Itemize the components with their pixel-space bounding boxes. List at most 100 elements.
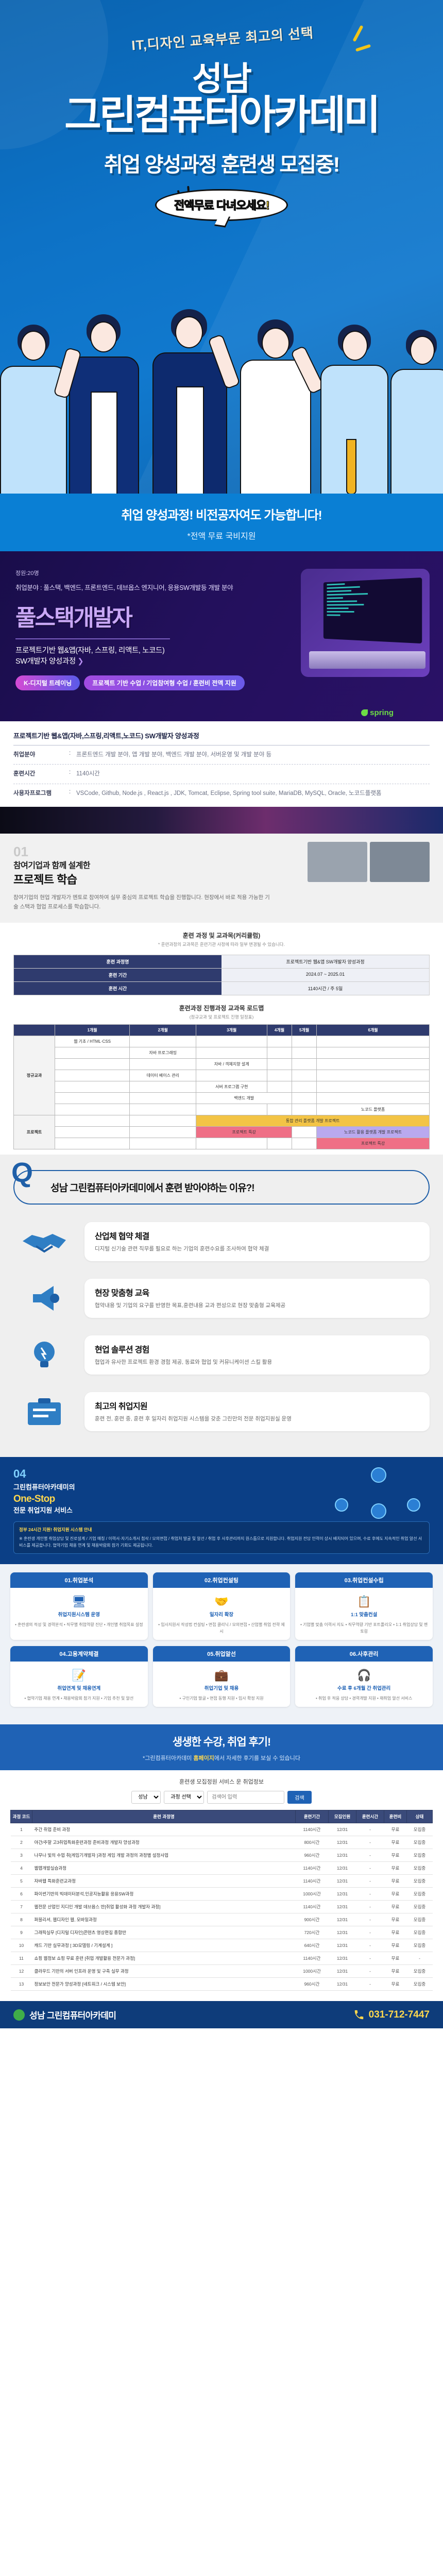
empty-cell: [266, 1058, 293, 1071]
empty-cell: [54, 1058, 130, 1071]
footer-phone[interactable]: 031-712-7447: [353, 2009, 430, 2021]
title-line-2: 그린컴퓨터아카데미: [64, 92, 381, 138]
step-card[interactable]: 03.취업컨설수립 📋 1:1 맞춤컨설 • 기업별 맞춤 이력서 지도 • 직…: [295, 1572, 433, 1640]
support-icon: 🎧: [356, 1669, 371, 1682]
cell-quota: 12/31: [328, 1823, 356, 1837]
cell-hours: -: [356, 1823, 384, 1837]
page-title: 성남 그린컴퓨터아카데미: [0, 62, 443, 138]
cell-code: 13: [10, 1977, 32, 1991]
decorative-photo-strip: [0, 807, 443, 834]
table-row[interactable]: 1 주간 취업 준비 과정 1140시간 12/31 - 무료 모집중: [10, 1823, 433, 1837]
cell-period: 1140시간: [295, 1823, 329, 1837]
table-row[interactable]: 11 쇼핑 웹정보 쇼핑 무료 훈련 [취업 개발활용 전문가 과정] 1140…: [10, 1952, 433, 1965]
briefcase-icon: 💼: [214, 1669, 229, 1682]
hero-band-line-1: 취업 양성과정! 비전공자여도 가능합니다!: [121, 509, 322, 522]
empty-cell: [54, 1138, 130, 1150]
reason-card: 현장 맞춤형 교육 협약내용 및 기업의 요구를 반영한 목표,훈련내용 교과 …: [13, 1274, 430, 1323]
cell-status: 모집중: [406, 1913, 433, 1927]
table-row: 프로젝트 통합 관리 플랫폼 개발 프로젝트: [13, 1115, 430, 1150]
steps-row-2: 04.고용계약체결 📝 취업연계 및 채용연계 • 협약기업 채용 연계 • 채…: [10, 1646, 433, 1707]
row-label-regular: 정규교과: [13, 1036, 55, 1116]
subject-cell: 자바 / 객체지향 설계: [196, 1058, 267, 1071]
project-cell: 프로젝트 특강: [196, 1126, 293, 1139]
cell-code: 7: [10, 1900, 32, 1914]
step-body: 💼 취업기업 및 채용 • 구인기업 발굴 • 면접 동행 지원 • 입사 확정…: [153, 1662, 291, 1707]
cell-name: 쇼핑 웹정보 쇼핑 무료 훈련 [취업 개발활용 전문가 과정]: [32, 1952, 296, 1965]
table-row[interactable]: 8 퍼블리셔, 웹디자인 웹, 모바일과정 900시간 12/31 - 무료 모…: [10, 1913, 433, 1927]
cell-quota: 12/31: [328, 1939, 356, 1953]
empty-cell: [316, 1070, 430, 1082]
step-body: 🤝 일자리 확장 • 입사지원서 작성법 컨설팅 • 면접 클리닉 / 모의면접…: [153, 1588, 291, 1640]
info-table-title: 프로젝트기반 웹&앱(자바,스프링,리액트,노코드) SW개발자 양성과정: [13, 731, 430, 745]
info-key: 사용자프로그램: [13, 790, 52, 796]
cell-status: 모집중: [406, 1964, 433, 1978]
crowd-illustration: [0, 294, 443, 495]
chevron-right-icon[interactable]: ❯: [77, 657, 84, 666]
cell-period: 1140시간: [295, 1861, 329, 1875]
project-cell: 노코드 활용 플랫폼 개발 프로젝트: [316, 1126, 430, 1139]
empty-cell: [316, 1092, 430, 1105]
table-row[interactable]: 3 나무나 빛의 수업 취[게임기개발자 ]과정 게임 개발 과정의 과정별 설…: [10, 1849, 433, 1862]
cell-name: 그래픽실무 [디지털 디자인]콘텐츠 영상편집 종합반: [32, 1926, 296, 1940]
step-card[interactable]: 06.사후관리 🎧 수료 후 6개월 간 취업관리 • 취업 후 적응 상담 •…: [295, 1646, 433, 1707]
cell-name: 퍼블리셔, 웹디자인 웹, 모바일과정: [32, 1913, 296, 1927]
cell-status: 모집중: [406, 1836, 433, 1850]
cell-name: 자바웹 특화훈련교과정: [32, 1874, 296, 1888]
table-row[interactable]: 10 캐드 기반 실무과정 [ 3D모델링 / 기계설계 ] 640시간 12/…: [10, 1939, 433, 1953]
step-text: • 협약기업 채용 연계 • 채용박람회 참가 지원 • 기업 추천 및 알선: [24, 1696, 134, 1701]
cell-code: 3: [10, 1849, 32, 1862]
empty-cell: [292, 1138, 317, 1150]
cell-status: 모집중: [406, 1926, 433, 1940]
empty-cell: [266, 1081, 293, 1093]
step-body: 📝 취업연계 및 채용연계 • 협약기업 채용 연계 • 채용박람회 참가 지원…: [10, 1662, 148, 1707]
region-select[interactable]: 성남: [131, 1791, 161, 1804]
search-input[interactable]: [207, 1791, 285, 1804]
info-colon: :: [69, 769, 71, 776]
cell-fee: 무료: [384, 1900, 407, 1914]
review-homepage-link[interactable]: 홈페이지: [193, 1755, 214, 1762]
step-card[interactable]: 01.취업분석 🖥 취업지원시스템 운영 • 훈련생의 적성 및 경력분석 • …: [10, 1572, 148, 1640]
search-button[interactable]: 검색: [287, 1791, 312, 1804]
category-select[interactable]: 과정 선택: [164, 1791, 205, 1804]
step-card[interactable]: 04.고용계약체결 📝 취업연계 및 채용연계 • 협약기업 채용 연계 • 채…: [10, 1646, 148, 1707]
empty-cell: [266, 1070, 293, 1082]
step-card[interactable]: 05.취업알선 💼 취업기업 및 채용 • 구인기업 발굴 • 면접 동행 지원…: [152, 1646, 291, 1707]
cell-status: -: [406, 1952, 433, 1965]
table-row[interactable]: 12 클라우드 기반의 서버 인프라 운영 및 구축 실무 과정 1000시간 …: [10, 1964, 433, 1978]
table-row[interactable]: 9 그래픽실무 [디지털 디자인]콘텐츠 영상편집 종합반 720시간 12/3…: [10, 1926, 433, 1940]
info-colon: :: [69, 750, 71, 756]
cell-fee: 무료: [384, 1887, 407, 1901]
employment-steps: 01.취업분석 🖥 취업지원시스템 운영 • 훈련생의 적성 및 경력분석 • …: [0, 1564, 443, 1725]
summary-row: 훈련 시간 1140시간 / 주 5일: [13, 982, 430, 996]
info-value: 프론트엔드 개발 분야, 앱 개발 분야, 백엔드 개발 분야, 서버운영 및 …: [76, 752, 272, 758]
course-name-line1: 프로젝트기반 웹&앱(자바, 스프링, 리액트, 노코드): [15, 647, 165, 655]
cell-name: 나무나 빛의 수업 취[게임기개발자 ]과정 게임 개발 과정의 과정별 설정사…: [32, 1849, 296, 1862]
table-row[interactable]: 13 정보보안 전문가 양성과정 [네트워크 / 시스템 보안] 960시간 1…: [10, 1977, 433, 1991]
cell-code: 8: [10, 1913, 32, 1927]
cell-fee: 무료: [384, 1939, 407, 1953]
empty-cell: [54, 1104, 130, 1116]
review-sub-pre: *그린컴퓨터아카데미: [143, 1755, 194, 1762]
spring-leaf-icon: [361, 709, 368, 716]
schedule-heading-note: (정규교과 및 프로젝트 진행 일정표): [189, 1014, 254, 1020]
subject-cell: 웹 기초 / HTML·CSS: [54, 1036, 130, 1048]
info-value: VSCode, Github, Node.js , React.js , JDK…: [76, 790, 382, 796]
cell-period: 1000시간: [295, 1964, 329, 1978]
feature-photos: [308, 842, 430, 883]
table-row[interactable]: 7 웹전문 산업인 지디인 개발 데브옵스 반[취업 활성화 과정 개발자 과정…: [10, 1900, 433, 1914]
course-name-line2: SW개발자 양성과정: [15, 657, 76, 666]
brand-logo-icon: [13, 2009, 25, 2021]
course-list-title: 훈련생 모집정원 서비스 운 취업정보: [179, 1779, 264, 1786]
reason-title: 최고의 취업지원: [95, 1402, 148, 1412]
step-card[interactable]: 02.취업컨설팅 🤝 일자리 확장 • 입사지원서 작성법 컨설팅 • 면접 클…: [152, 1572, 291, 1640]
table-row[interactable]: 5 자바웹 특화훈련교과정 1140시간 12/31 - 무료 모집중: [10, 1874, 433, 1888]
job-board-icon: [13, 1387, 75, 1436]
table-row[interactable]: 4 웹앱개발실습과정 1140시간 12/31 - 무료 모집중: [10, 1861, 433, 1875]
row-label-project: 프로젝트: [13, 1115, 55, 1150]
col-period: 훈련기간: [295, 1810, 329, 1824]
reason-desc: 협약내용 및 기업의 요구를 반영한 목표,훈련내용 교과 편성으로 현장 맞춤…: [95, 1302, 286, 1309]
table-row[interactable]: 6 파이썬기반의 빅데이터분석,인공지능활용 응용SW과정 1000시간 12/…: [10, 1887, 433, 1901]
table-row[interactable]: 2 야간/주말 고3취업특화훈련과정 준비과정 개발자 양성과정 800시간 1…: [10, 1836, 433, 1850]
laptop-base: [309, 651, 425, 669]
table-header-row: 1개월 2개월 3개월 4개월 5개월 6개월: [13, 1024, 430, 1037]
